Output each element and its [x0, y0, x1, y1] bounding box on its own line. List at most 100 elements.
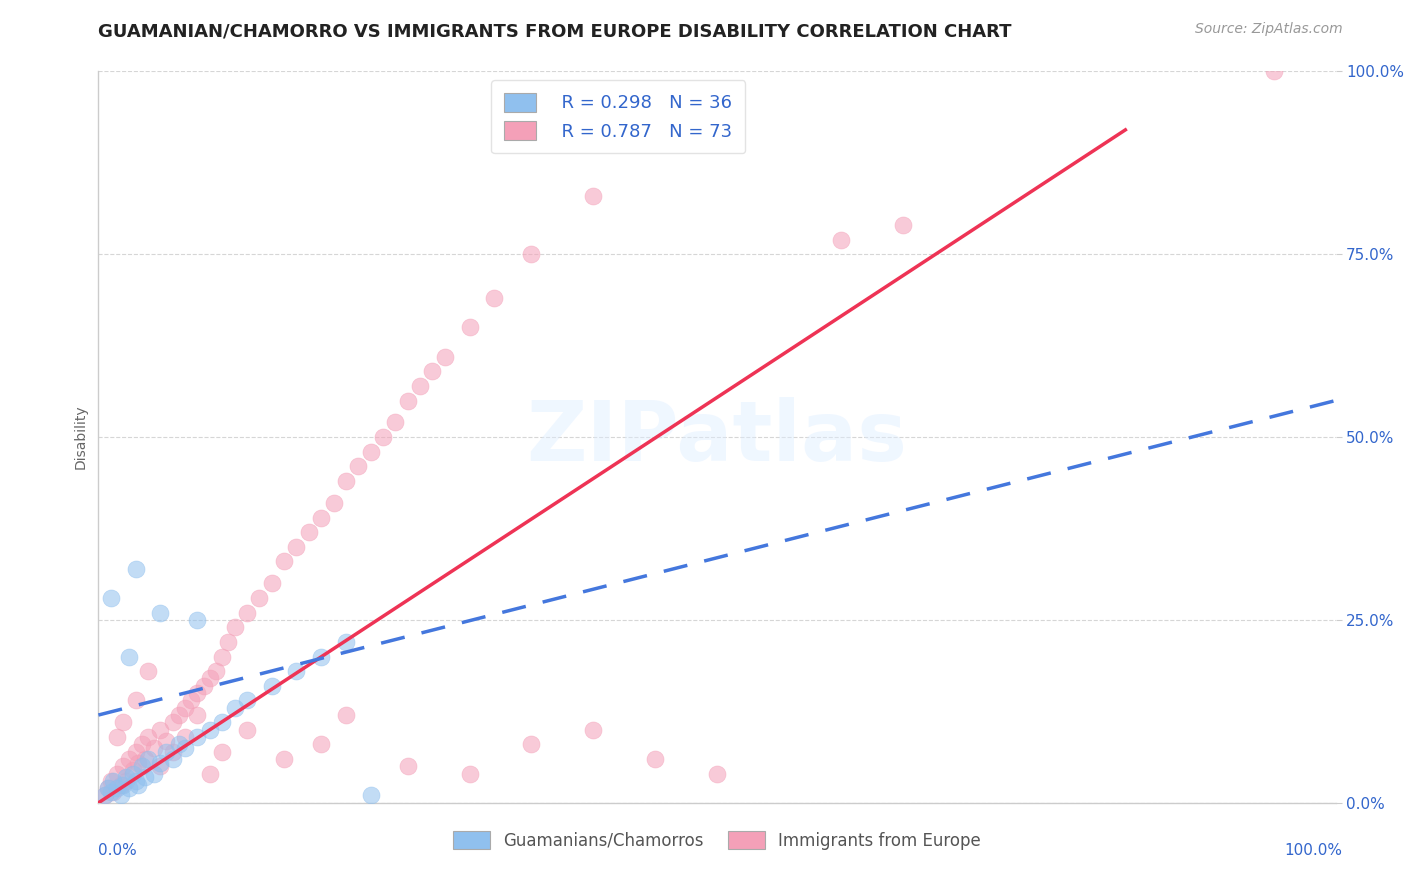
Point — [131, 737, 153, 751]
Point — [149, 759, 172, 773]
Point — [174, 730, 197, 744]
Point — [100, 591, 122, 605]
Point — [174, 740, 197, 755]
Point — [136, 730, 159, 744]
Point — [180, 693, 202, 707]
Point — [162, 715, 184, 730]
Point — [360, 789, 382, 803]
Point — [97, 781, 120, 796]
Point — [484, 291, 506, 305]
Point — [112, 759, 135, 773]
Point — [236, 693, 259, 707]
Point — [335, 635, 357, 649]
Point — [124, 745, 146, 759]
Point — [309, 649, 332, 664]
Point — [143, 740, 166, 755]
Point — [198, 766, 221, 780]
Point — [93, 789, 115, 803]
Point — [458, 766, 481, 780]
Point — [891, 218, 914, 232]
Point — [143, 766, 166, 780]
Point — [217, 635, 239, 649]
Point — [149, 756, 172, 770]
Point — [124, 693, 146, 707]
Point — [186, 730, 208, 744]
Point — [186, 686, 208, 700]
Point — [186, 613, 208, 627]
Y-axis label: Disability: Disability — [73, 405, 87, 469]
Point — [162, 745, 184, 759]
Point — [136, 664, 159, 678]
Point — [285, 540, 308, 554]
Point — [458, 320, 481, 334]
Point — [97, 781, 120, 796]
Point — [236, 723, 259, 737]
Point — [582, 188, 605, 202]
Point — [260, 679, 283, 693]
Point — [122, 763, 145, 777]
Point — [211, 745, 233, 759]
Point — [422, 364, 444, 378]
Point — [384, 416, 406, 430]
Text: 100.0%: 100.0% — [1285, 843, 1343, 858]
Point — [134, 770, 156, 784]
Legend: Guamanians/Chamorros, Immigrants from Europe: Guamanians/Chamorros, Immigrants from Eu… — [446, 824, 988, 856]
Point — [273, 752, 295, 766]
Point — [112, 778, 135, 792]
Point — [371, 430, 394, 444]
Point — [105, 766, 128, 780]
Point — [347, 459, 370, 474]
Point — [211, 715, 233, 730]
Point — [134, 752, 156, 766]
Point — [103, 773, 125, 788]
Text: Source: ZipAtlas.com: Source: ZipAtlas.com — [1195, 22, 1343, 37]
Point — [136, 752, 159, 766]
Point — [198, 672, 221, 686]
Point — [409, 379, 432, 393]
Point — [100, 785, 122, 799]
Point — [105, 781, 128, 796]
Point — [433, 350, 456, 364]
Point — [118, 649, 141, 664]
Point — [114, 770, 136, 784]
Point — [124, 773, 146, 788]
Point — [224, 700, 246, 714]
Point — [644, 752, 666, 766]
Point — [236, 606, 259, 620]
Point — [100, 773, 122, 788]
Point — [360, 444, 382, 458]
Point — [335, 708, 357, 723]
Point — [309, 737, 332, 751]
Point — [103, 785, 125, 799]
Point — [149, 606, 172, 620]
Point — [167, 708, 190, 723]
Point — [167, 737, 190, 751]
Point — [127, 756, 149, 770]
Point — [122, 766, 145, 780]
Point — [198, 723, 221, 737]
Point — [118, 752, 141, 766]
Point — [247, 591, 270, 605]
Point — [396, 393, 419, 408]
Point — [193, 679, 215, 693]
Point — [131, 759, 153, 773]
Point — [112, 715, 135, 730]
Point — [830, 233, 852, 247]
Point — [110, 789, 132, 803]
Text: 0.0%: 0.0% — [98, 843, 138, 858]
Point — [706, 766, 728, 780]
Point — [285, 664, 308, 678]
Point — [124, 562, 146, 576]
Point — [174, 700, 197, 714]
Point — [186, 708, 208, 723]
Point — [322, 496, 344, 510]
Point — [105, 730, 128, 744]
Point — [205, 664, 228, 678]
Point — [335, 474, 357, 488]
Point — [260, 576, 283, 591]
Point — [273, 554, 295, 568]
Point — [114, 773, 136, 788]
Point — [582, 723, 605, 737]
Point — [127, 778, 149, 792]
Point — [396, 759, 419, 773]
